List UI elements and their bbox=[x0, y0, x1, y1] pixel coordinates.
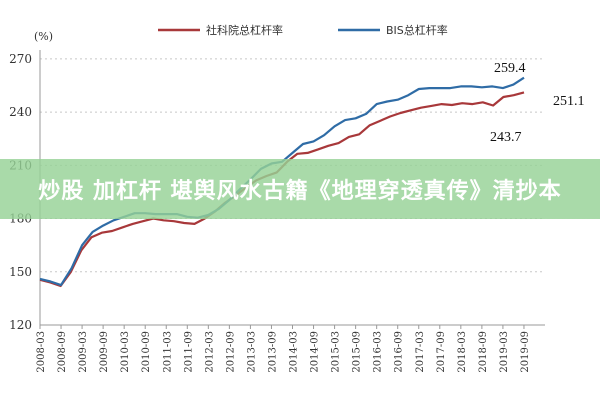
annotation-cass-last: 251.1 bbox=[553, 94, 585, 109]
x-tick-label: 2014-09 bbox=[310, 331, 321, 373]
x-tick-label: 2008-03 bbox=[36, 331, 47, 373]
x-tick-label: 2010-03 bbox=[120, 331, 131, 373]
legend: 社科院总杠杆率 BIS总杠杆率 bbox=[158, 23, 448, 37]
x-tick-label: 2017-03 bbox=[415, 331, 426, 373]
y-tick-label: 150 bbox=[9, 265, 32, 279]
annotation-cass-2018: 243.7 bbox=[490, 130, 522, 145]
overlay-banner: 炒股 加杠杆 堪舆风水古籍《地理穿透真传》清抄本 bbox=[0, 159, 600, 219]
x-tick-label: 2015-09 bbox=[352, 331, 363, 373]
x-tick-label: 2016-09 bbox=[394, 331, 405, 373]
x-tick-label: 2013-09 bbox=[267, 331, 278, 373]
x-tick-label: 2019-09 bbox=[520, 331, 531, 373]
x-tick-label: 2015-03 bbox=[331, 331, 342, 373]
y-tick-label: 120 bbox=[9, 318, 32, 332]
x-tick-label: 2018-03 bbox=[457, 331, 468, 373]
x-tick-label: 2018-09 bbox=[478, 331, 489, 373]
x-tick-label: 2009-03 bbox=[78, 331, 89, 373]
y-tick-label: 270 bbox=[9, 52, 32, 66]
annotation-bis-last: 259.4 bbox=[494, 61, 526, 76]
x-tick-label: 2019-03 bbox=[499, 331, 510, 373]
x-tick-label: 2011-03 bbox=[162, 331, 173, 373]
x-tick-label: 2011-09 bbox=[183, 331, 194, 373]
y-unit-label: (%) bbox=[34, 30, 53, 43]
legend-label-cass: 社科院总杠杆率 bbox=[206, 23, 283, 37]
x-tick-label: 2014-03 bbox=[289, 331, 300, 373]
x-tick-label: 2017-09 bbox=[436, 331, 447, 373]
x-tick-label: 2009-09 bbox=[99, 331, 110, 373]
x-tick-label: 2012-09 bbox=[225, 331, 236, 373]
x-tick-label: 2010-09 bbox=[141, 331, 152, 373]
x-tick-labels: 2008-03 2008-09 2009-03 2009-09 2010-03 2010-… bbox=[36, 325, 531, 373]
x-tick-label: 2013-03 bbox=[246, 331, 257, 373]
x-tick-label: 2012-03 bbox=[204, 331, 215, 373]
x-tick-label: 2008-09 bbox=[57, 331, 68, 373]
x-tick-label: 2016-03 bbox=[373, 331, 384, 373]
y-tick-label: 240 bbox=[9, 105, 32, 119]
legend-label-bis: BIS总杠杆率 bbox=[386, 23, 448, 37]
